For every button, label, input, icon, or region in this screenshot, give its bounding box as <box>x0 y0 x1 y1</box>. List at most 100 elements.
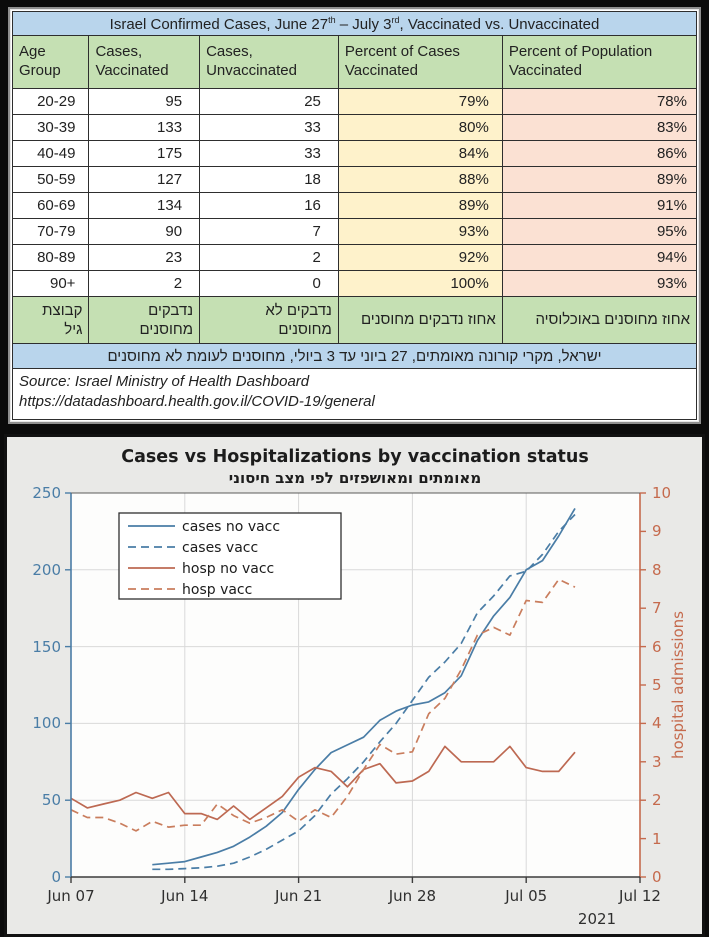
right-tick-label: 3 <box>652 753 662 771</box>
cell-cu: 7 <box>199 218 339 245</box>
table-row: 20-29 95 25 79% 78% <box>11 88 698 115</box>
chart-title: Cases vs Hospitalizations by vaccination… <box>121 447 589 467</box>
legend-label-hosp-vacc: hosp vacc <box>182 582 252 598</box>
right-tick-label: 7 <box>652 599 662 617</box>
cell-pc: 89% <box>337 192 503 219</box>
header-percent-population-vaccinated: Percent of Population Vaccinated <box>501 35 698 89</box>
cases-hospitalizations-chart: Cases vs Hospitalizations by vaccination… <box>32 447 687 928</box>
source-block: Source: Israel Ministry of Health Dashbo… <box>12 369 697 420</box>
cell-cu: 0 <box>199 270 339 297</box>
cell-cu: 18 <box>199 166 339 193</box>
cell-pc: 79% <box>337 88 503 115</box>
header-age-group: Age Group <box>11 35 90 89</box>
cell-pp: 93% <box>501 270 698 297</box>
table-title-text: Israel Confirmed Cases, June 27 <box>109 15 329 33</box>
cell-cv: 134 <box>88 192 201 219</box>
right-tick-label: 10 <box>652 484 671 502</box>
table-title: Israel Confirmed Cases, June 27th – July… <box>12 11 697 36</box>
cell-pp: 91% <box>501 192 698 219</box>
left-ticks <box>65 491 71 878</box>
hebrew-label: מחוסנים <box>278 321 332 338</box>
left-tick-label: 250 <box>32 484 61 502</box>
right-axis-labels: 0 1 2 3 4 5 6 7 8 9 10 <box>652 484 671 886</box>
header-line: Cases, <box>95 43 143 61</box>
cell-age: 40-49 <box>11 140 90 167</box>
cell-cv: 95 <box>88 88 201 115</box>
right-tick-label: 2 <box>652 791 662 809</box>
cell-age: 30-39 <box>11 114 90 141</box>
table-title-text-mid: – July 3 <box>335 15 392 33</box>
cell-pp: 86% <box>501 140 698 167</box>
series-layer <box>70 507 576 870</box>
cell-cu: 33 <box>199 114 339 141</box>
axes-spines <box>70 492 641 878</box>
cell-age: 70-79 <box>11 218 90 245</box>
table-row: 80-89 23 2 92% 94% <box>11 244 698 271</box>
cell-cv: 127 <box>88 166 201 193</box>
header-cases-unvaccinated: Cases, Unvaccinated <box>199 35 339 89</box>
cell-pc: 93% <box>337 218 503 245</box>
header-line: Group <box>19 62 61 79</box>
x-tick-label: Jun 28 <box>388 887 436 905</box>
cases-table: Israel Confirmed Cases, June 27th – July… <box>11 11 698 369</box>
series-line-hosp-vacc <box>70 578 576 832</box>
cell-age: 90+ <box>11 270 90 297</box>
x-tick-label: Jul 12 <box>618 887 661 905</box>
left-axis-labels: 0 50 100 150 200 250 <box>32 484 61 886</box>
legend-label-cases-vacc: cases vacc <box>182 540 258 556</box>
cell-cv: 133 <box>88 114 201 141</box>
cell-pp: 78% <box>501 88 698 115</box>
cell-cu: 33 <box>199 140 339 167</box>
cases-table-panel: Israel Confirmed Cases, June 27th – July… <box>8 7 701 424</box>
cell-cv: 175 <box>88 140 201 167</box>
cell-cu: 2 <box>199 244 339 271</box>
x-tick-label: Jun 14 <box>160 887 208 905</box>
chart-subtitle: מאומתים ומאושפזים לפי מצב חיסוני <box>229 469 481 487</box>
header-line: Percent of Cases <box>344 43 460 61</box>
cell-age: 60-69 <box>11 192 90 219</box>
legend-label-hosp-no-vacc: hosp no vacc <box>182 561 274 577</box>
right-tick-label: 4 <box>652 714 662 732</box>
header-line: Vaccinated <box>95 62 169 79</box>
title-superscript-rd: rd <box>391 14 400 25</box>
table-row: 30-39 133 33 80% 83% <box>11 114 698 141</box>
cell-cv: 23 <box>88 244 201 271</box>
cell-pc: 80% <box>337 114 503 141</box>
table-title-row: Israel Confirmed Cases, June 27th – July… <box>12 11 697 36</box>
cell-age: 50-59 <box>11 166 90 193</box>
title-superscript-th: th <box>328 14 336 25</box>
series-line-cases-no-vacc <box>152 507 576 866</box>
legend-box <box>118 511 342 600</box>
table-row: 90+ 2 0 100% 93% <box>11 270 698 297</box>
hebrew-percent-population: אחוז מחוסנים באוכלוסיה <box>501 296 698 344</box>
cell-pp: 94% <box>501 244 698 271</box>
header-cases-vaccinated: Cases, Vaccinated <box>88 35 201 89</box>
hebrew-label: גיל <box>64 321 83 338</box>
hebrew-label: נדבקים <box>148 301 194 319</box>
cell-cu: 16 <box>199 192 339 219</box>
table-header-row: Age Group Cases, Vaccinated Cases, Unvaccin… <box>11 35 698 89</box>
header-line: Unvaccinated <box>206 62 297 79</box>
cell-pp: 83% <box>501 114 698 141</box>
cell-pc: 92% <box>337 244 503 271</box>
bottom-ticks <box>70 876 641 883</box>
left-tick-label: 0 <box>51 868 61 886</box>
series-line-hosp-no-vacc <box>70 745 576 820</box>
right-tick-label: 6 <box>652 638 662 656</box>
right-tick-label: 5 <box>652 676 662 694</box>
hebrew-label: אחוז נדבקים מחוסנים <box>360 311 496 329</box>
year-label: 2021 <box>578 910 616 928</box>
cell-age: 20-29 <box>11 88 90 115</box>
source-url: https://datadashboard.health.gov.il/COVI… <box>19 393 375 411</box>
hebrew-label: אחוז מחוסנים באוכלוסיה <box>535 311 690 329</box>
right-ticks <box>640 491 646 878</box>
left-tick-label: 100 <box>32 714 61 732</box>
cell-pc: 88% <box>337 166 503 193</box>
x-axis-labels: Jun 07 Jun 14 Jun 21 Jun 28 Jul 05 Jul 1… <box>46 887 661 928</box>
cell-pp: 89% <box>501 166 698 193</box>
hebrew-label: קבוצת <box>42 301 83 319</box>
right-tick-label: 8 <box>652 561 662 579</box>
cell-cv: 90 <box>88 218 201 245</box>
right-tick-label: 0 <box>652 868 662 886</box>
x-tick-label: Jul 05 <box>504 887 547 905</box>
